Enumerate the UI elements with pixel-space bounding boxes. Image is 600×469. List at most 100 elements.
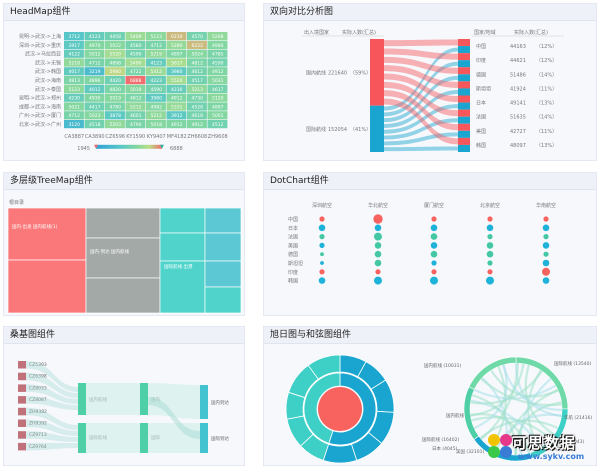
dot-point <box>374 242 382 249</box>
sunburst-segment <box>328 372 377 446</box>
heatmap-cell-value: 5490 <box>130 60 142 66</box>
bidir-right-bar <box>458 144 470 152</box>
heatmap-cell-value: 5031 <box>212 78 224 84</box>
dot-point <box>318 224 326 232</box>
treemap-cell <box>85 207 161 239</box>
dot-point <box>431 260 437 266</box>
heatmap-cell-value: 4617 <box>212 87 224 93</box>
heatmap-cell-value: 5018 <box>151 122 163 128</box>
sunburst-segment <box>322 443 358 464</box>
heatmap-cell-value: 4230 <box>69 96 81 102</box>
heatmap-cell <box>125 49 146 58</box>
heatmap-cell <box>125 67 146 76</box>
heatmap-cell-value: 4012 <box>89 87 101 93</box>
heatmap-cell <box>146 76 166 85</box>
treemap-cell <box>85 277 161 314</box>
heatmap-cell <box>84 120 105 129</box>
heatmap-cell-value: 4790 <box>130 122 142 128</box>
bidir-ribbon <box>384 39 458 47</box>
heatmap-cell <box>105 93 125 102</box>
sankey-left-node <box>18 384 26 392</box>
heatmap-cell-value: 4712 <box>69 113 81 119</box>
heatmap-cell-value: 3712 <box>69 34 81 40</box>
heatmap-cell-value: 4912 <box>192 122 204 128</box>
heatmap-cell <box>125 111 146 120</box>
heatmap-cell <box>105 67 125 76</box>
bidir-right-label: 日本 <box>476 100 486 107</box>
dot-point <box>374 224 382 232</box>
heatmap-cell <box>105 111 125 120</box>
heatmap-cell <box>207 76 228 85</box>
heatmap-cell-value: 5520 <box>110 52 122 58</box>
heatmap-cell <box>187 102 207 111</box>
dot-col-header: 华北航空 <box>368 202 388 209</box>
heatmap-cell <box>64 84 84 93</box>
heatmap-cell-value: 4601 <box>130 113 142 119</box>
heatmap-cell <box>146 49 166 58</box>
heatmap-col-label: CZ6596 <box>105 134 125 140</box>
bidir-ribbon <box>384 104 458 134</box>
sankey-right-node <box>200 423 208 453</box>
heatmap-cell <box>187 120 207 129</box>
dot-point <box>487 234 493 240</box>
bidir-right-value: 48097 <box>510 143 526 149</box>
heatmap-cell <box>105 58 125 67</box>
dot-row-label: 印度 <box>288 269 298 276</box>
bidir-right-bar <box>458 116 470 124</box>
heatmap-legend-max: 6888 <box>170 146 183 152</box>
sankey-left-label: CZ9713 <box>29 432 47 438</box>
sankey-link <box>86 383 140 415</box>
sankey-panel: 桑基图组件 CZ5393 CZ6398 CZ8033 CZ8087 ZH9382 ZH93… <box>3 326 245 466</box>
sankey-left-label: CZ8033 <box>29 385 47 391</box>
sunburst-panel: 旭日图与和弦图组件 国内航线 (10031) 国内航线 国际航线 (16402) 日本… <box>263 326 597 466</box>
heatmap-cell <box>64 76 84 85</box>
heatmap-cell <box>84 84 105 93</box>
heatmap-cell <box>125 84 146 93</box>
sankey-link <box>148 423 200 453</box>
sankey-link <box>148 397 200 439</box>
heatmap-cell <box>187 76 207 85</box>
sankey-left-label: ZH9382 <box>29 409 47 415</box>
sankey-left-node <box>18 372 26 381</box>
heatmap-cell-value: 5123 <box>151 34 163 40</box>
bidir-ribbon <box>384 75 458 123</box>
dot-row-label: 斯坦坦 <box>288 260 303 267</box>
heatmap-col-label: CA3890 <box>85 134 105 140</box>
sankey-chart: CZ5393 CZ6398 CZ8033 CZ8087 ZH9382 ZH9392 CZ97… <box>18 361 229 453</box>
bidir-right-label: 法国 <box>476 114 486 121</box>
chord-label: 日本 (4045) <box>432 445 458 452</box>
bidir-right-value: 41924 <box>510 86 526 92</box>
heatmap-cell <box>146 120 166 129</box>
bidir-header: 出入境国家 <box>304 29 329 36</box>
heatmap-cell-value: 4417 <box>89 104 101 110</box>
heatmap-cell <box>84 76 105 85</box>
sankey-left-label: ZH9392 <box>29 421 47 427</box>
chord-ribbon <box>501 364 563 412</box>
heatmap-cell <box>125 58 146 67</box>
heatmap-cell <box>84 67 105 76</box>
heatmap-cell <box>207 32 228 41</box>
heatmap-row-label: 武汉->海南 <box>35 77 61 84</box>
heatmap-cell <box>64 58 84 67</box>
heatmap-cell-value: 4230 <box>171 87 183 93</box>
heatmap-cell <box>187 84 207 93</box>
heatmap-cell-value: 4898 <box>110 60 122 66</box>
heatmap-col-label: KY1590 <box>126 134 145 140</box>
bidir-right-value: 44621 <box>510 58 526 64</box>
sankey-left-node <box>18 419 26 427</box>
heatmap-cell-value: 3917 <box>69 43 81 49</box>
bidir-right-bar <box>458 39 470 47</box>
dot-point <box>320 261 324 265</box>
bidir-left-label: 国际航线 <box>306 126 326 133</box>
heatmap-cell <box>207 40 228 49</box>
chord-label: 美国 (32101) <box>456 448 485 455</box>
dot-point <box>374 276 382 285</box>
heatmap-cell-value: 4780 <box>110 104 122 110</box>
sankey-left-label: CZ6398 <box>29 374 47 380</box>
dot-point <box>374 259 382 267</box>
sankey-mid1-node <box>78 423 86 453</box>
bidir-right-pct: （13%） <box>536 101 557 107</box>
dot-row-label: 德国 <box>288 251 298 258</box>
